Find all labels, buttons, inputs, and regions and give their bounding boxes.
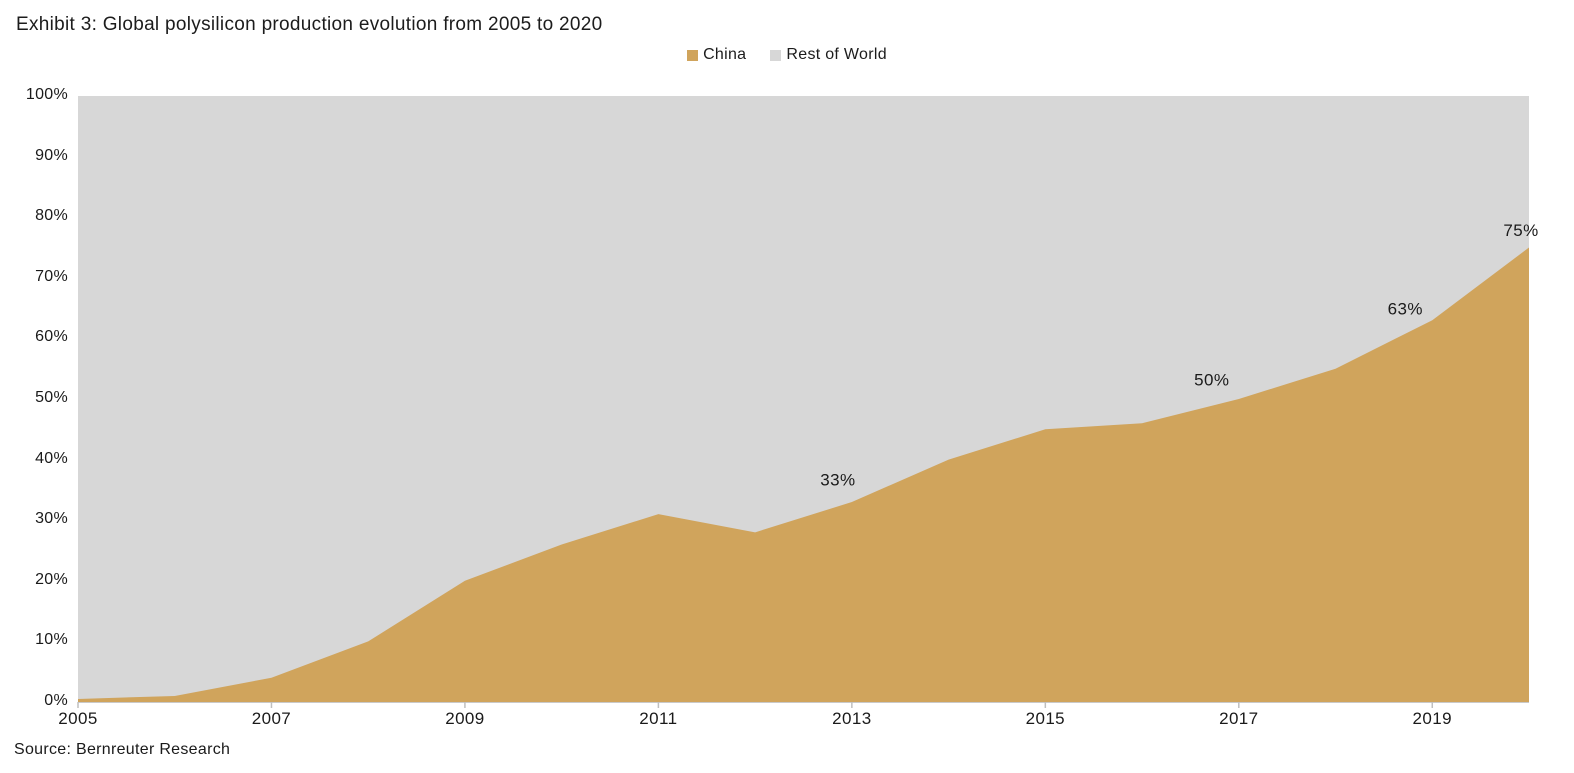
legend-label-china: China (703, 46, 747, 63)
y-tick-label: 10% (35, 631, 68, 649)
data-point-label: 63% (1388, 300, 1423, 319)
x-tick-label: 2013 (832, 709, 872, 728)
x-tick-label: 2011 (639, 709, 678, 728)
legend-item-rest-of-world: Rest of World (770, 46, 887, 64)
y-tick-label: 20% (35, 570, 68, 588)
x-tick-label: 2015 (1025, 709, 1066, 728)
legend-swatch-china-icon (687, 49, 699, 61)
x-axis-ticks (77, 702, 1434, 708)
y-tick-label: 90% (35, 146, 68, 164)
y-tick-label: 80% (35, 207, 68, 225)
legend-swatch-rest-of-world-icon (770, 49, 782, 61)
y-tick-label: 40% (35, 449, 68, 467)
data-point-label: 50% (1194, 371, 1229, 390)
legend: China Rest of World (0, 46, 1574, 64)
source-text: Source: Bernreuter Research (14, 741, 231, 758)
chart-title: Exhibit 3: Global polysilicon production… (16, 14, 603, 35)
china-area (78, 247, 1529, 702)
x-tick-label: 2007 (251, 709, 292, 728)
y-tick-label: 50% (35, 389, 68, 406)
x-tick-label: 2005 (58, 709, 98, 728)
x-tick-label: 2017 (1219, 709, 1259, 728)
data-labels: 33% 50% 63% 75% (820, 221, 1538, 490)
data-point-label: 75% (1503, 221, 1538, 240)
data-point-label: 33% (820, 471, 855, 490)
y-tick-label: 30% (35, 510, 68, 528)
y-tick-label: 70% (35, 267, 68, 285)
legend-label-rest-of-world: Rest of World (786, 46, 887, 63)
legend-item-china: China (687, 46, 746, 64)
y-tick-label: 100% (25, 86, 68, 103)
x-tick-label: 2019 (1412, 709, 1452, 728)
x-tick-label: 2009 (445, 709, 485, 728)
y-tick-label: 60% (35, 328, 68, 346)
y-tick-label: 0% (44, 692, 68, 709)
